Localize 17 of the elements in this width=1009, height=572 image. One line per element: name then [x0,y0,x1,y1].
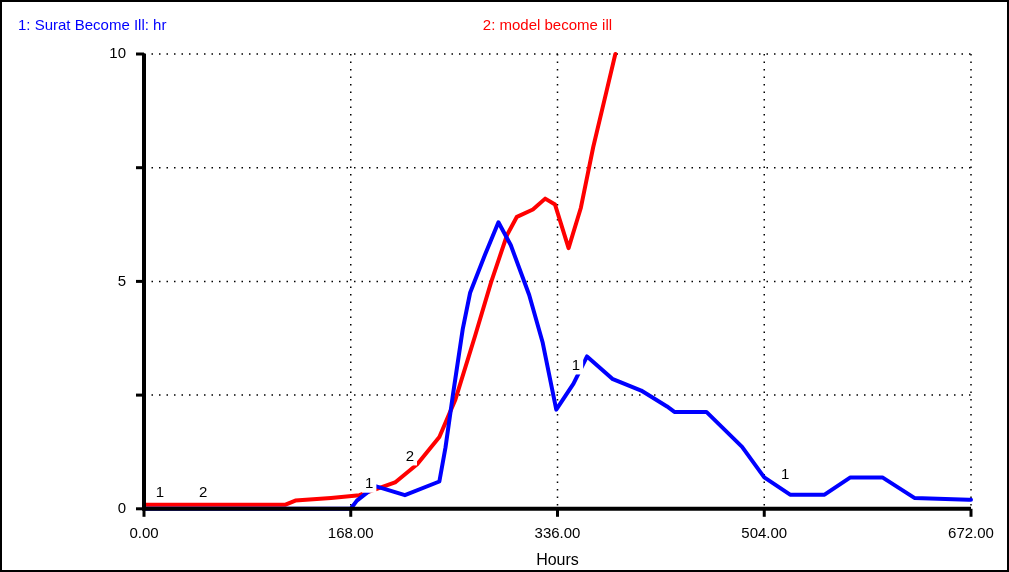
series-label: 2: model become ill [482,16,613,33]
x-tick-label: 168.00 [327,523,374,541]
annotation: 1 [365,473,374,491]
y-tick-label: 10 [109,44,126,62]
annotation: 1 [781,464,790,482]
y-tick-label: 5 [117,271,126,289]
annotation: 2 [405,446,414,464]
x-tick-label: 672.00 [948,523,994,541]
x-tick-label: 336.00 [534,523,581,541]
annotation: 1 [571,355,581,373]
text: 1: Surat Become Ill: hr [18,16,167,33]
x-tick-label: 0.00 [129,523,159,541]
annotation: 2 [198,482,208,500]
x-axis-title: Hours [536,550,579,568]
y-tick-label: 0 [117,498,126,516]
annotation: 1 [155,482,165,500]
x-tick-label: 504.00 [741,523,788,541]
